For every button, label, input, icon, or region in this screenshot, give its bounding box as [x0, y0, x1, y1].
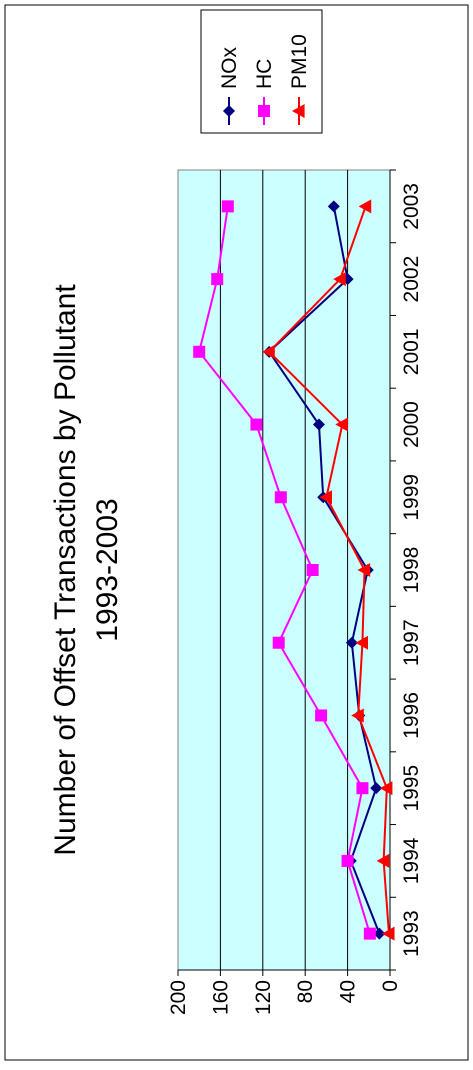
x-tick-label: 2000 [400, 401, 423, 448]
data-point-hc [363, 927, 376, 940]
data-point-pm10 [335, 417, 348, 432]
data-point-pm10 [355, 635, 369, 650]
data-point-pm10 [358, 199, 372, 214]
x-tick-label: 1999 [400, 474, 423, 521]
data-point-hc [211, 273, 224, 286]
legend-label-nox: NOx [218, 47, 241, 90]
data-point-pm10 [376, 853, 390, 868]
data-point-nox [327, 200, 340, 213]
legend-marker-nox [223, 105, 235, 117]
chart-title: Number of Offset Transactions by Polluta… [49, 284, 82, 856]
data-point-nox [370, 782, 383, 795]
data-point-hc [193, 345, 206, 358]
data-point-nox [312, 418, 325, 431]
data-point-pm10 [357, 563, 371, 577]
y-tick-label: 80 [294, 980, 317, 1003]
data-point-hc [315, 709, 328, 722]
chart-subtitle: 1993-2003 [91, 498, 124, 641]
y-tick-label: 120 [252, 980, 275, 1015]
data-point-hc [272, 636, 285, 649]
x-tick-label: 2001 [400, 328, 423, 375]
x-tick-label: 2003 [400, 183, 423, 230]
legend-marker-hc [258, 105, 270, 117]
data-point-hc [274, 491, 287, 504]
data-point-hc [356, 782, 369, 795]
y-tick-label: 200 [167, 980, 190, 1015]
y-tick-label: 0 [379, 980, 402, 992]
data-point-hc [306, 564, 319, 576]
data-point-hc [341, 854, 354, 867]
x-tick-label: 1998 [400, 547, 423, 594]
legend-label-pm10: PM10 [288, 34, 311, 89]
legend-marker-pm10 [292, 104, 305, 118]
data-point-pm10 [319, 490, 332, 505]
data-point-hc [250, 418, 263, 431]
data-point-pm10 [262, 344, 275, 359]
x-tick-label: 1997 [400, 619, 423, 666]
y-tick-label: 40 [337, 980, 360, 1003]
y-tick-label: 160 [209, 980, 232, 1015]
x-tick-label: 1994 [400, 837, 423, 884]
x-tick-label: 2002 [400, 256, 423, 303]
legend-box [200, 9, 323, 134]
legend-label-hc: HC [253, 59, 276, 89]
x-tick-label: 1996 [400, 692, 423, 739]
data-point-pm10 [381, 926, 395, 941]
x-tick-label: 1995 [400, 765, 423, 812]
data-point-pm10 [351, 708, 364, 723]
rotated-chart-group: Number of Offset Transactions by Polluta… [49, 9, 423, 1015]
data-point-hc [221, 200, 234, 213]
data-point-pm10 [379, 781, 393, 796]
x-tick-label: 1993 [400, 910, 423, 957]
data-point-pm10 [333, 272, 346, 287]
